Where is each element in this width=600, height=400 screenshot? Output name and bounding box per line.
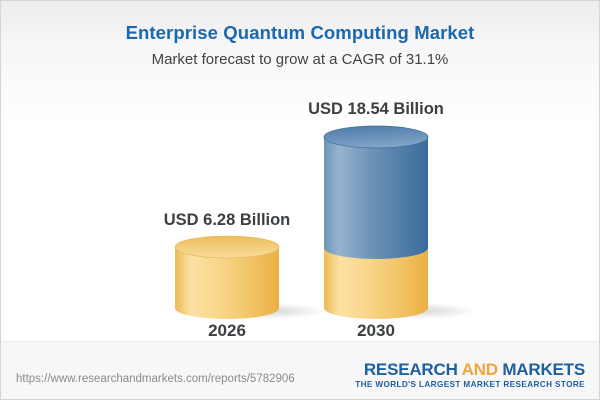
bar-2026: USD 6.28 Billion 2026 [164,211,327,340]
bar-2026-value-label: USD 6.28 Billion [164,211,291,229]
footer-bar: https://www.researchandmarkets.com/repor… [1,341,599,399]
bar-2030-top [323,125,429,149]
logo-wordmark: RESEARCH AND MARKETS [355,361,585,378]
report-url: https://www.researchandmarkets.com/repor… [16,373,295,385]
logo-word-markets: MARKETS [502,359,585,379]
logo-tagline: THE WORLD'S LARGEST MARKET RESEARCH STOR… [355,379,585,389]
bar-2030: USD 18.54 Billion 2030 [308,100,476,340]
bar-2030-value-label: USD 18.54 Billion [308,100,444,118]
bar-2030-category-label: 2030 [357,321,395,340]
page-title: Enterprise Quantum Computing Market [125,22,475,43]
logo-word-research: RESEARCH [363,359,458,379]
research-and-markets-logo: RESEARCH AND MARKETS THE WORLD'S LARGEST… [355,361,585,389]
logo-word-and: AND [461,359,498,379]
bar-2026-body [175,247,279,319]
bar-2030-growth-blue [324,137,428,259]
page-subtitle: Market forecast to grow at a CAGR of 31.… [151,51,449,68]
bar-2026-category-label: 2026 [208,321,246,340]
cylinder-bar-chart: USD 6.28 Billion 2026 USD 18.54 Billion … [164,100,476,340]
bar-2030-base-gold [324,248,428,319]
bar-2026-top [174,235,280,259]
